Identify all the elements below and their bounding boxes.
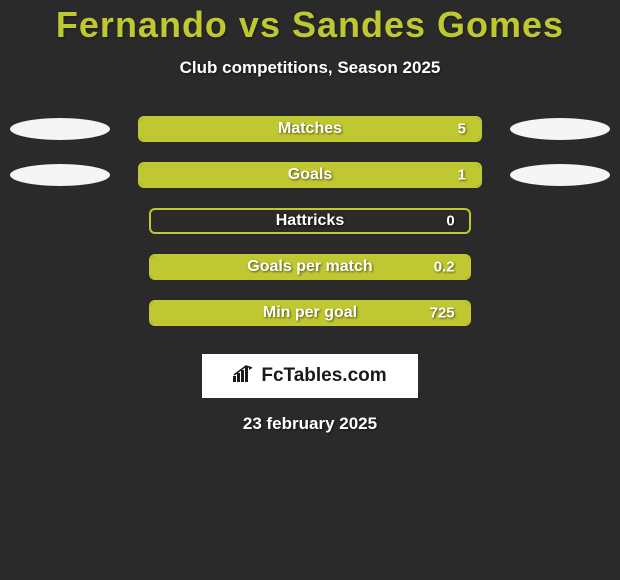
chart-icon — [233, 364, 255, 388]
stat-label: Goals per match — [247, 258, 372, 276]
stat-row: Matches 5 — [0, 116, 620, 142]
stat-label: Matches — [278, 120, 342, 138]
stat-row: Hattricks 0 — [0, 208, 620, 234]
stat-value: 5 — [458, 121, 466, 138]
stat-row: Goals per match 0.2 — [0, 254, 620, 280]
stat-row: Goals 1 — [0, 162, 620, 188]
stat-label: Hattricks — [276, 212, 344, 230]
player-marker-left — [10, 164, 110, 186]
logo-box: FcTables.com — [202, 354, 418, 398]
stat-bar: Goals 1 — [138, 162, 482, 188]
infographic-container: Fernando vs Sandes Gomes Club competitio… — [0, 0, 620, 434]
stats-list: Matches 5 Goals 1 Hattricks 0 Goals per match 0… — [0, 116, 620, 326]
player-marker-right — [510, 118, 610, 140]
stat-label: Goals — [288, 166, 332, 184]
stat-value: 1 — [458, 167, 466, 184]
logo-text: FcTables.com — [261, 365, 386, 387]
stat-bar: Goals per match 0.2 — [149, 254, 470, 280]
stat-value: 0 — [446, 213, 454, 230]
stat-bar: Hattricks 0 — [149, 208, 470, 234]
page-title: Fernando vs Sandes Gomes — [0, 4, 620, 46]
stat-value: 725 — [430, 305, 455, 322]
player-marker-left — [10, 118, 110, 140]
subtitle: Club competitions, Season 2025 — [0, 58, 620, 78]
date-label: 23 february 2025 — [0, 414, 620, 434]
stat-row: Min per goal 725 — [0, 300, 620, 326]
stat-value: 0.2 — [434, 259, 455, 276]
stat-label: Min per goal — [263, 304, 357, 322]
player-marker-right — [510, 164, 610, 186]
stat-bar: Min per goal 725 — [149, 300, 470, 326]
stat-bar: Matches 5 — [138, 116, 482, 142]
logo-content: FcTables.com — [233, 364, 386, 388]
